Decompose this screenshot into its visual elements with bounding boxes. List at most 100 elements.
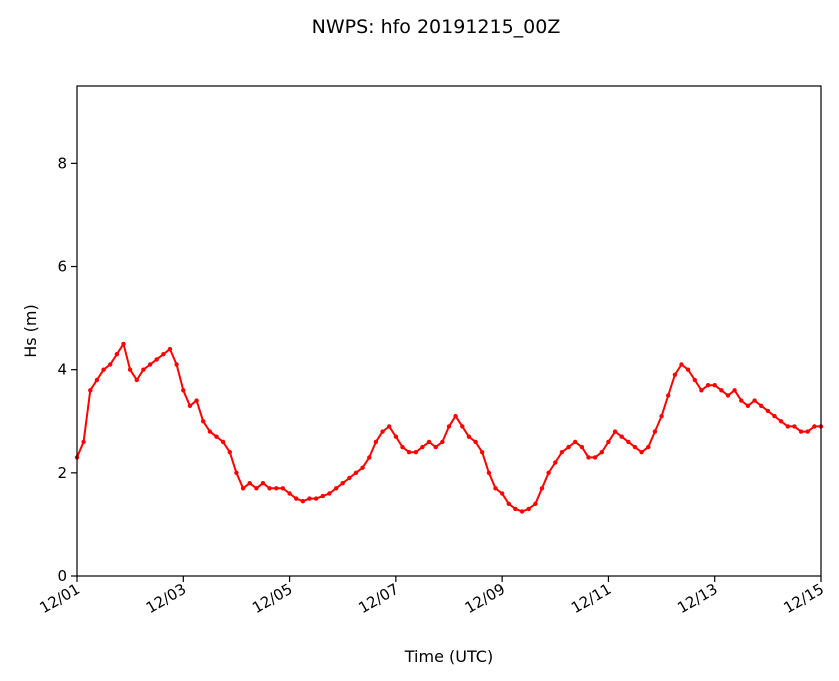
data-point xyxy=(406,450,412,455)
data-point xyxy=(333,486,339,491)
data-point xyxy=(413,450,418,455)
x-tick-label: 12/01 xyxy=(37,580,83,617)
data-point xyxy=(174,362,179,367)
data-point xyxy=(712,383,717,388)
data-point xyxy=(320,493,325,499)
data-point xyxy=(387,424,392,429)
data-point xyxy=(426,439,432,445)
data-point xyxy=(433,444,438,450)
data-point xyxy=(699,388,704,393)
data-point xyxy=(805,429,810,434)
data-point xyxy=(154,357,159,362)
data-point xyxy=(94,377,100,383)
data-point xyxy=(141,367,146,372)
data-point xyxy=(101,367,106,372)
data-point xyxy=(639,450,644,455)
data-point xyxy=(347,475,352,481)
data-point xyxy=(114,352,120,357)
data-point xyxy=(88,388,93,393)
data-point xyxy=(705,383,711,388)
data-point xyxy=(360,465,365,470)
data-point xyxy=(201,419,206,424)
data-point xyxy=(533,501,538,506)
data-point xyxy=(466,434,472,439)
data-point xyxy=(553,460,558,465)
data-point xyxy=(732,388,737,393)
data-point xyxy=(652,429,658,434)
data-point xyxy=(207,429,213,434)
data-point xyxy=(486,470,492,475)
data-point xyxy=(194,398,199,403)
data-point xyxy=(685,367,691,372)
plot-frame xyxy=(76,85,822,577)
data-point xyxy=(765,408,771,414)
x-tick-label: 12/11 xyxy=(568,580,614,617)
y-tick-label: 0 xyxy=(57,567,67,585)
data-point xyxy=(260,481,266,486)
data-point xyxy=(599,450,604,455)
data-point xyxy=(573,439,578,445)
x-tick-label: 12/09 xyxy=(462,580,508,617)
data-point xyxy=(506,501,511,506)
plot-area xyxy=(74,85,824,577)
data-point xyxy=(752,398,757,403)
chart-title: NWPS: hfo 20191215_00Z xyxy=(312,16,561,38)
data-point xyxy=(287,491,292,496)
data-point xyxy=(220,439,226,445)
x-tick-label: 12/03 xyxy=(143,580,189,617)
data-point xyxy=(240,486,246,491)
x-tick-label: 12/07 xyxy=(355,580,401,617)
data-point xyxy=(672,372,678,377)
data-point xyxy=(592,455,598,460)
data-point xyxy=(234,470,239,475)
y-tick-label: 2 xyxy=(57,464,67,482)
data-point xyxy=(81,439,86,445)
data-point xyxy=(519,509,525,514)
data-point xyxy=(526,506,531,512)
data-point xyxy=(181,388,186,393)
data-point xyxy=(353,470,359,475)
x-axis-label: Time (UTC) xyxy=(404,647,493,666)
data-point xyxy=(812,424,817,429)
data-point xyxy=(453,413,458,419)
data-point xyxy=(254,486,259,491)
data-point xyxy=(606,439,611,445)
data-point xyxy=(267,486,272,491)
data-point xyxy=(612,429,618,434)
data-point xyxy=(759,403,764,408)
data-point xyxy=(460,424,465,429)
data-point xyxy=(307,496,312,501)
data-point xyxy=(739,398,744,403)
data-point xyxy=(300,499,306,504)
x-tick-label: 12/05 xyxy=(249,580,295,617)
data-point xyxy=(167,346,173,352)
data-point xyxy=(499,491,505,496)
data-point xyxy=(227,450,232,455)
data-point xyxy=(274,486,279,491)
data-point xyxy=(187,403,193,408)
data-point xyxy=(692,377,697,383)
data-point xyxy=(579,444,585,450)
data-point xyxy=(679,362,684,367)
data-point xyxy=(340,481,345,486)
series-layer xyxy=(74,341,824,514)
data-point xyxy=(792,424,797,429)
data-point xyxy=(719,388,724,393)
data-point xyxy=(546,470,551,475)
x-axis: 12/01 12/03 12/05 12/07 12/09 12/11 12/13 12/15 xyxy=(37,576,827,617)
data-point xyxy=(480,450,485,455)
data-point xyxy=(473,439,478,445)
y-tick-label: 6 xyxy=(57,258,67,276)
data-point xyxy=(294,496,299,501)
data-point xyxy=(586,455,591,460)
data-point xyxy=(440,439,445,445)
x-tick-label: 12/15 xyxy=(781,580,827,617)
data-point xyxy=(559,450,565,455)
data-point xyxy=(214,434,219,439)
data-point xyxy=(493,486,498,491)
y-axis: 0 2 4 6 8 xyxy=(57,154,77,585)
data-point xyxy=(772,413,777,419)
data-point xyxy=(619,434,624,439)
x-tick-label: 12/13 xyxy=(674,580,720,617)
